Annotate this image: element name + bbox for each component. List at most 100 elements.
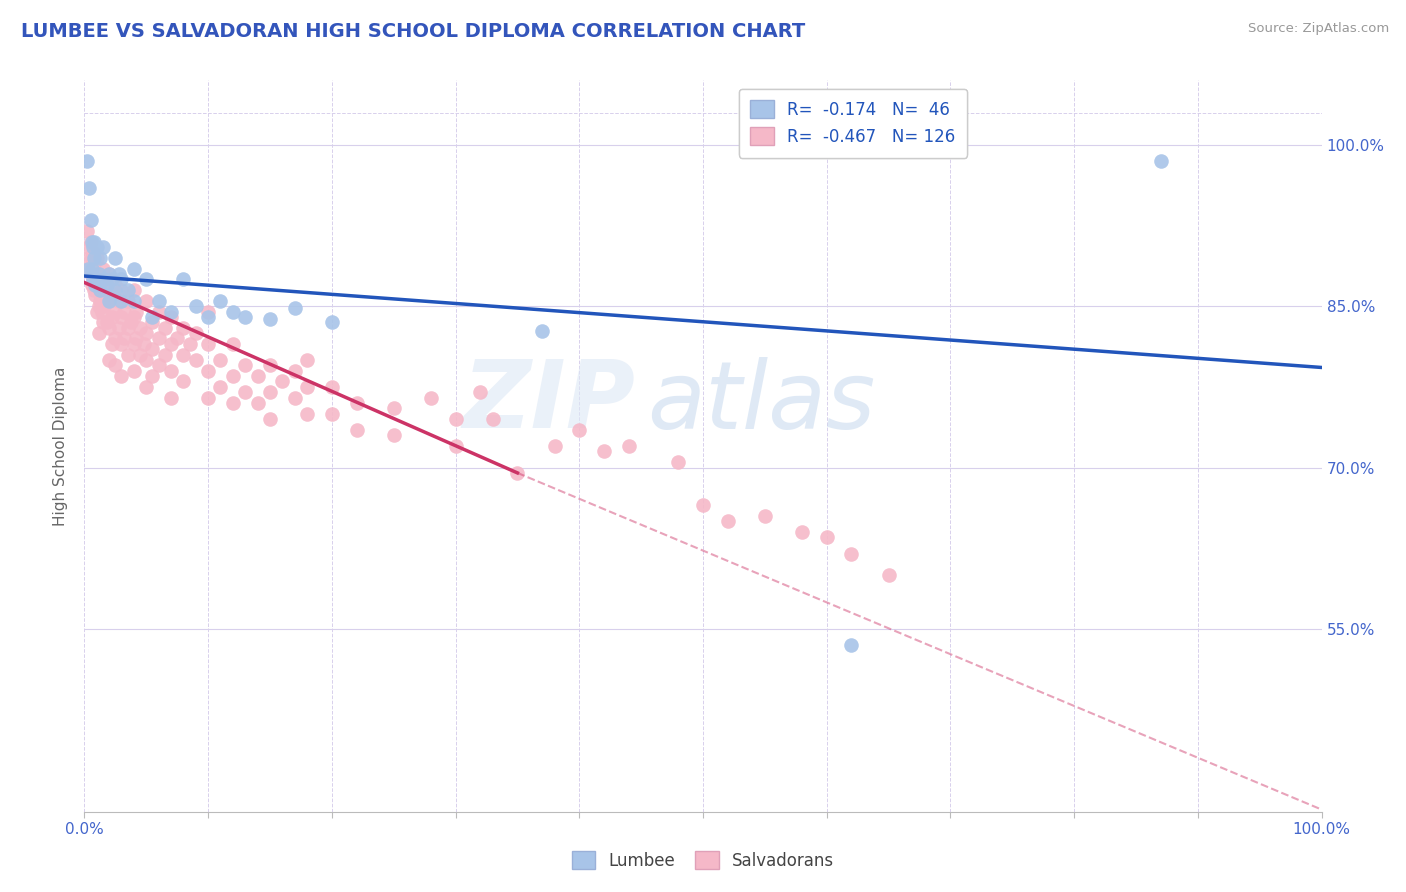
Point (209, 293, 232, 308)
Point (79, 213, 101, 227)
Point (148, 359, 170, 373)
Text: Source: ZipAtlas.com: Source: ZipAtlas.com (1249, 22, 1389, 36)
Point (100, 272, 122, 286)
Point (86, 304, 108, 318)
Point (122, 364, 145, 378)
Point (259, 312, 281, 326)
Point (160, 310, 183, 324)
Point (125, 331, 148, 345)
Text: ZIP: ZIP (463, 356, 636, 448)
Point (295, 380, 318, 394)
Point (104, 277, 127, 292)
Point (172, 375, 194, 389)
Point (86, 240, 108, 254)
Point (98, 293, 121, 308)
Point (593, 444, 616, 458)
Point (135, 272, 157, 286)
Point (172, 272, 194, 286)
Point (129, 320, 152, 334)
Point (89, 299, 111, 313)
Point (83, 256, 105, 270)
Point (135, 293, 157, 308)
Point (86, 251, 108, 265)
Point (470, 385, 492, 400)
Point (104, 283, 127, 297)
Point (93, 299, 115, 313)
Point (110, 336, 132, 351)
Point (100, 310, 122, 324)
Point (284, 301, 307, 316)
Point (321, 380, 343, 394)
Point (117, 283, 139, 297)
Point (233, 359, 256, 373)
Point (284, 391, 307, 405)
Point (84, 277, 107, 292)
Point (98, 320, 121, 334)
Point (184, 326, 207, 340)
Point (141, 315, 163, 329)
Point (83, 283, 105, 297)
Point (104, 331, 127, 345)
Point (84, 267, 107, 281)
Point (197, 336, 219, 351)
Point (100, 288, 122, 302)
Point (117, 347, 139, 362)
Point (295, 407, 318, 421)
Point (197, 304, 219, 318)
Point (531, 324, 554, 338)
Point (120, 315, 142, 329)
Point (197, 391, 219, 405)
Point (172, 320, 194, 334)
Point (148, 293, 170, 308)
Point (132, 336, 155, 351)
Point (197, 364, 219, 378)
Point (90, 283, 112, 297)
Point (790, 524, 813, 539)
Point (153, 347, 176, 362)
Point (86, 272, 108, 286)
Point (90, 304, 112, 318)
Point (98, 293, 121, 308)
Point (122, 310, 145, 324)
Point (246, 369, 269, 384)
Point (112, 304, 135, 318)
Point (77, 261, 100, 276)
Point (86, 277, 108, 292)
Y-axis label: High School Diploma: High School Diploma (53, 367, 69, 525)
Point (110, 369, 132, 384)
Point (841, 547, 863, 561)
Point (135, 380, 157, 394)
Point (98, 267, 121, 281)
Point (104, 251, 127, 265)
Point (122, 283, 145, 297)
Point (125, 304, 148, 318)
Point (506, 466, 529, 480)
Point (141, 310, 163, 324)
Point (94, 293, 117, 308)
Point (877, 568, 900, 582)
Point (568, 423, 591, 437)
Point (184, 299, 207, 313)
Point (321, 315, 343, 329)
Point (96, 277, 118, 292)
Point (89, 277, 111, 292)
Legend: Lumbee, Salvadorans: Lumbee, Salvadorans (565, 845, 841, 877)
Point (108, 293, 131, 308)
Point (91, 288, 114, 302)
Point (110, 272, 132, 286)
Point (96, 272, 118, 286)
Point (666, 455, 689, 469)
Point (841, 638, 863, 652)
Point (122, 293, 145, 308)
Point (93, 277, 115, 292)
Point (346, 423, 368, 437)
Point (543, 439, 565, 453)
Point (82, 272, 104, 286)
Point (295, 353, 318, 368)
Point (222, 396, 245, 410)
Point (122, 261, 145, 276)
Point (89, 326, 111, 340)
Point (197, 310, 219, 324)
Point (84, 288, 107, 302)
Point (80, 251, 103, 265)
